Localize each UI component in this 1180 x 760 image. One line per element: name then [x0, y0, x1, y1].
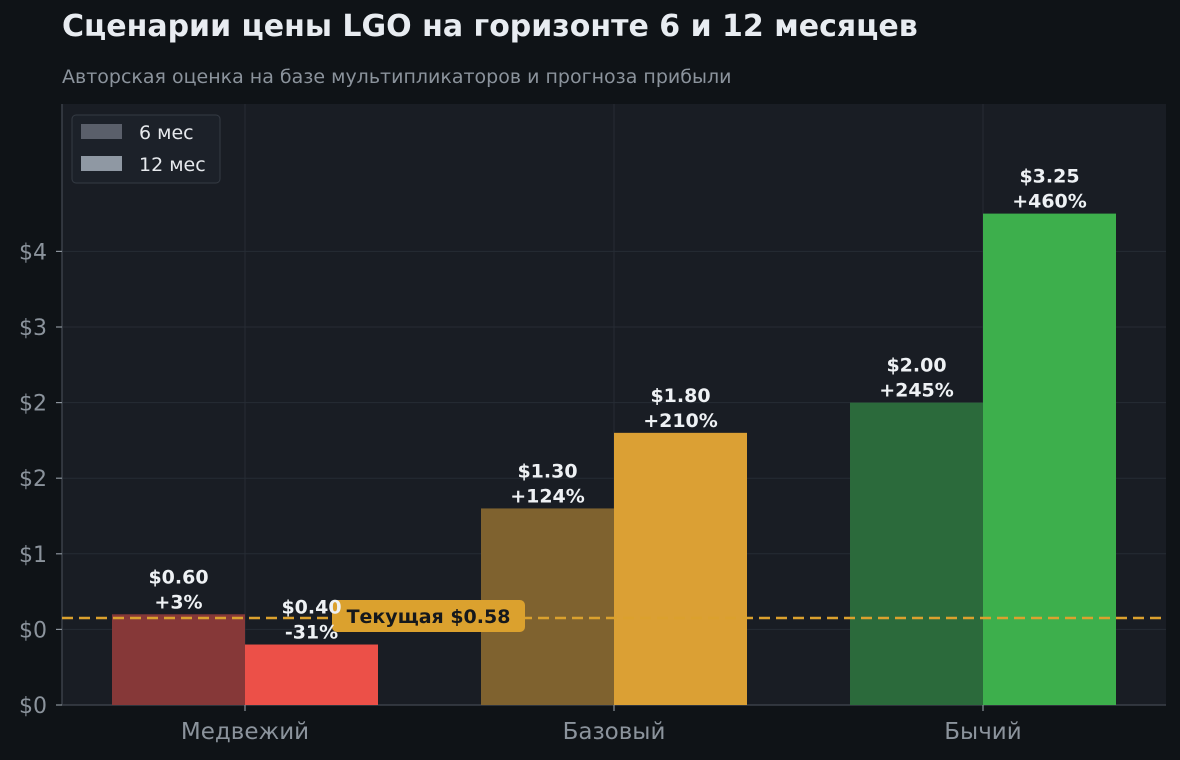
bar-value-label: $1.80: [650, 385, 710, 407]
y-tick-label: $0: [19, 618, 47, 643]
legend-label: 6 мес: [139, 122, 194, 144]
category-label: Бычий: [944, 719, 1021, 745]
legend: 6 мес 12 мес: [71, 114, 221, 184]
bar-change-label: +210%: [643, 410, 718, 432]
y-tick-label: $3: [19, 316, 47, 341]
bar-6m: [112, 614, 245, 705]
bar-12m: [614, 432, 747, 705]
y-tick-label: $2: [19, 392, 47, 417]
bar-value-label: $3.25: [1019, 166, 1079, 188]
reference-line-group: Текущая $0.58: [62, 600, 1166, 632]
chart-title: Сценарии цены LGO на горизонте 6 и 12 ме…: [62, 9, 918, 44]
data-labels: $0.60 +3% $1.30 +124% $2.00 +245% $0.40 -31% $1.…: [148, 166, 1086, 644]
legend-swatch: [81, 156, 122, 171]
current-price-badge: [332, 600, 525, 632]
bar-6m: [850, 402, 983, 705]
legend-swatch: [81, 124, 122, 139]
bar-change-label: +245%: [879, 380, 954, 402]
bar-value-label: $1.30: [517, 460, 577, 482]
bar-value-label: $2.00: [886, 355, 946, 377]
bars: [112, 213, 1116, 705]
bar-value-label: $0.60: [148, 566, 208, 588]
bar-change-label: +460%: [1012, 191, 1087, 213]
legend-label: 12 мес: [139, 154, 206, 176]
category-label: Медвежий: [181, 719, 309, 745]
bar-change-label: +124%: [510, 485, 585, 507]
bar-12m: [983, 213, 1116, 705]
y-tick-label: $1: [19, 543, 47, 568]
category-label: Базовый: [563, 719, 666, 745]
chart-subtitle: Авторская оценка на базе мультипликаторо…: [62, 66, 732, 88]
bar-change-label: -31%: [285, 622, 338, 644]
y-tick-label: $0: [19, 694, 47, 719]
bar-12m: [245, 644, 378, 705]
bar-value-label: $0.40: [281, 597, 341, 619]
current-price-label: Текущая $0.58: [347, 606, 511, 628]
y-tick-label: $2: [19, 467, 47, 492]
y-tick-label: $4: [19, 240, 47, 265]
bar-change-label: +3%: [154, 591, 202, 613]
